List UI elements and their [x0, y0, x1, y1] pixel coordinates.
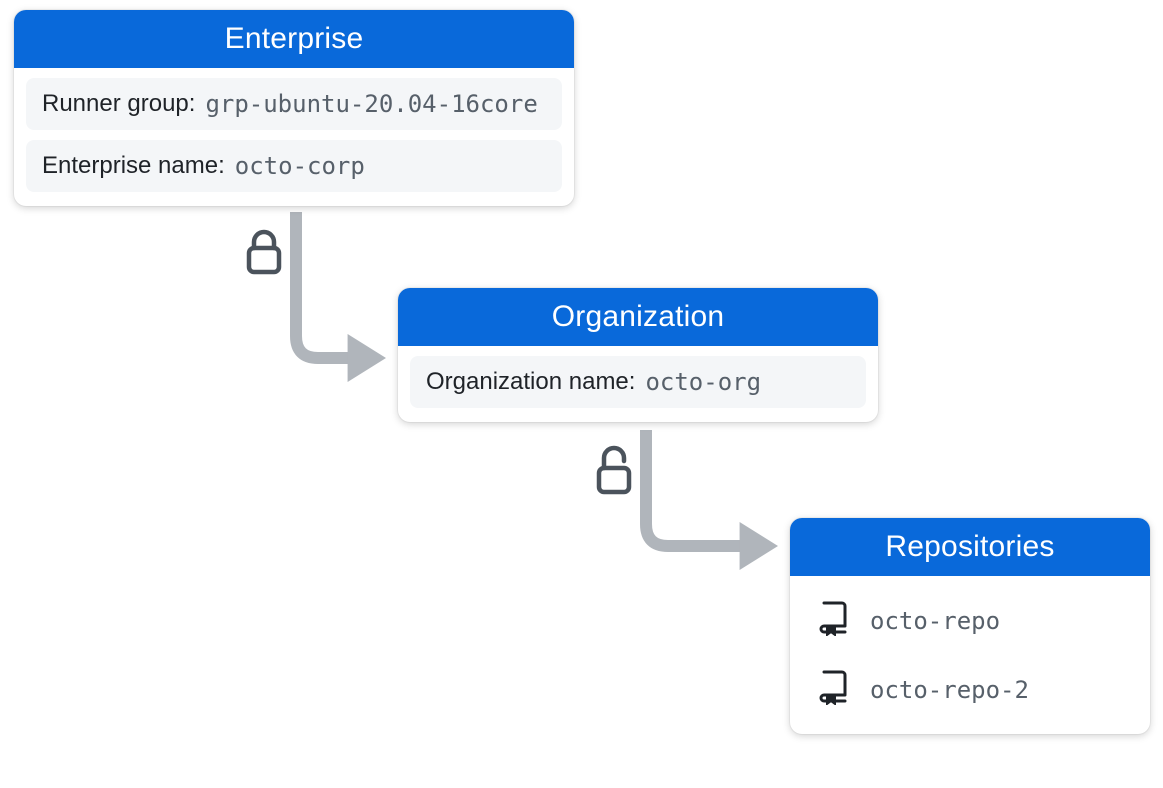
row-label: Enterprise name: [42, 152, 225, 180]
repositories-card-title: Repositories [790, 518, 1150, 576]
enterprise-name-row: Enterprise name: octo-corp [26, 140, 562, 192]
enterprise-card-title: Enterprise [14, 10, 574, 68]
repo-item: octo-repo [818, 600, 1122, 641]
organization-card-title: Organization [398, 288, 878, 346]
repositories-card: Repositories octo-repo octo-repo-2 [790, 518, 1150, 734]
organization-name-row: Organization name: octo-org [410, 356, 866, 408]
lock-closed-icon [244, 228, 284, 281]
row-label: Organization name: [426, 368, 635, 396]
lock-open-icon [594, 444, 634, 501]
enterprise-card: Enterprise Runner group: grp-ubuntu-20.0… [14, 10, 574, 206]
row-label: Runner group: [42, 90, 195, 118]
enterprise-runner-group-row: Runner group: grp-ubuntu-20.04-16core [26, 78, 562, 130]
row-value: octo-corp [235, 152, 365, 180]
repo-item: octo-repo-2 [818, 669, 1122, 710]
row-value: octo-org [645, 368, 761, 396]
organization-card: Organization Organization name: octo-org [398, 288, 878, 422]
row-value: grp-ubuntu-20.04-16core [205, 90, 537, 118]
repo-icon [818, 669, 848, 710]
repo-icon [818, 600, 848, 641]
repo-name: octo-repo [870, 607, 1000, 635]
repo-name: octo-repo-2 [870, 676, 1029, 704]
